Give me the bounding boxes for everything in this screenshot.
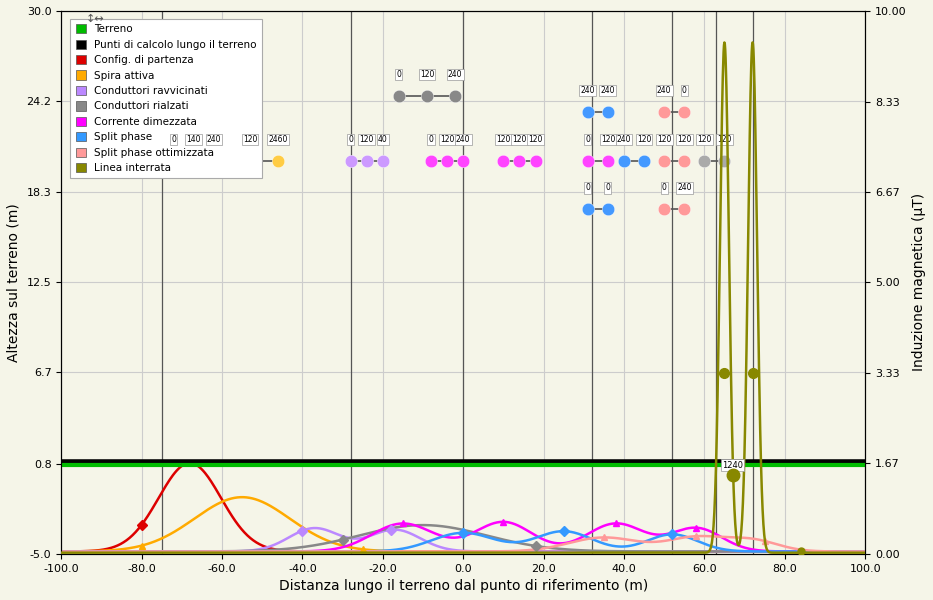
Text: 120: 120 [637, 136, 651, 145]
Text: 120: 120 [697, 136, 712, 145]
Y-axis label: Altezza sul terreno (m): Altezza sul terreno (m) [7, 203, 21, 362]
Text: 0: 0 [172, 136, 176, 145]
Text: 0: 0 [661, 184, 666, 193]
Text: 40: 40 [378, 136, 388, 145]
Text: 0: 0 [682, 86, 687, 95]
Text: 120: 120 [677, 136, 691, 145]
Text: 1240: 1240 [722, 461, 743, 470]
Text: 120: 120 [512, 136, 526, 145]
Text: 120: 120 [717, 136, 731, 145]
Legend: Terreno, Punti di calcolo lungo il terreno, Config. di partenza, Spira attiva, C: Terreno, Punti di calcolo lungo il terre… [71, 19, 262, 178]
Text: 0: 0 [428, 136, 434, 145]
Text: 240: 240 [207, 136, 221, 145]
Text: 240: 240 [657, 86, 672, 95]
Text: 240: 240 [448, 70, 463, 79]
Text: 240: 240 [580, 86, 595, 95]
Text: 2460: 2460 [269, 136, 288, 145]
Text: 0: 0 [585, 136, 591, 145]
Text: ↕↔: ↕↔ [85, 14, 104, 23]
Y-axis label: Induzione magnetica (μT): Induzione magnetica (μT) [912, 193, 926, 371]
Text: 120: 120 [657, 136, 672, 145]
Text: 120: 120 [359, 136, 374, 145]
Text: 120: 120 [528, 136, 543, 145]
Text: 240: 240 [456, 136, 470, 145]
Text: 240: 240 [601, 86, 615, 95]
Text: 120: 120 [440, 136, 454, 145]
Text: 0: 0 [606, 184, 610, 193]
Text: 0: 0 [348, 136, 353, 145]
Text: 240: 240 [677, 184, 691, 193]
Text: 240: 240 [617, 136, 632, 145]
X-axis label: Distanza lungo il terreno dal punto di riferimento (m): Distanza lungo il terreno dal punto di r… [279, 579, 648, 593]
Text: 120: 120 [243, 136, 258, 145]
Text: 140: 140 [187, 136, 202, 145]
Text: 120: 120 [420, 70, 434, 79]
Text: 120: 120 [496, 136, 510, 145]
Text: 0: 0 [585, 184, 591, 193]
Text: 120: 120 [601, 136, 615, 145]
Text: 0: 0 [397, 70, 401, 79]
